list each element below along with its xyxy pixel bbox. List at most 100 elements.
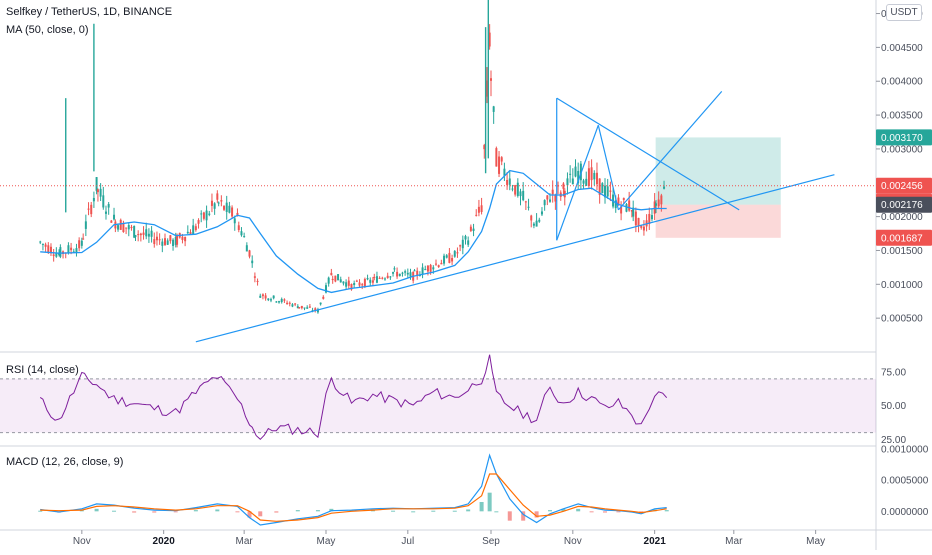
- candle-body: [70, 247, 73, 251]
- rsi-legend[interactable]: RSI (14, close): [6, 364, 79, 376]
- candle-body: [609, 190, 612, 192]
- candle-body: [52, 254, 55, 257]
- candle-body: [184, 236, 187, 242]
- macd-pane[interactable]: [38, 453, 669, 526]
- candle-body: [369, 279, 372, 283]
- price-axis-label: 0.004500: [881, 43, 923, 54]
- candle-body: [511, 188, 514, 190]
- candle-body: [322, 296, 325, 299]
- candle-body: [562, 183, 565, 189]
- candle-body: [288, 302, 291, 304]
- candle-body: [113, 214, 116, 220]
- triangle-upper-edge[interactable]: [556, 97, 740, 211]
- rsi-axis-label: 75.00: [881, 368, 906, 379]
- candle-body: [166, 240, 169, 245]
- time-axis[interactable]: Nov 2020 Mar May Jul Sep Nov 2021 Mar May: [73, 530, 825, 547]
- candle-body: [253, 276, 256, 278]
- candle-body: [483, 145, 486, 150]
- candle-body: [137, 234, 140, 236]
- rsi-axis-label: 50.00: [881, 401, 906, 412]
- candle-body: [475, 214, 478, 216]
- candle-body: [161, 241, 164, 246]
- candle-body: [582, 180, 585, 184]
- candle-body: [233, 218, 236, 224]
- macd-histogram-bar: [639, 511, 644, 513]
- candle-body: [245, 245, 248, 252]
- pattern-leg-1[interactable]: [556, 125, 599, 241]
- candle-body: [453, 251, 456, 257]
- candle-body: [469, 226, 472, 231]
- rsi-pane[interactable]: [0, 354, 876, 440]
- candle-body: [625, 203, 628, 212]
- macd-histogram-bar: [370, 510, 375, 512]
- candle-body: [248, 250, 251, 257]
- macd-histogram-bar: [132, 511, 137, 513]
- symbol-legend[interactable]: Selfkey / TetherUS, 1D, BINANCE: [6, 6, 172, 18]
- candle-body: [488, 32, 491, 47]
- candle-body: [628, 200, 631, 211]
- candle-body: [637, 217, 640, 226]
- candle-body: [90, 204, 93, 215]
- candle-body: [532, 223, 535, 226]
- candle-body: [492, 106, 495, 112]
- candle-body: [236, 212, 239, 217]
- candle-body: [210, 200, 213, 206]
- candle-body: [291, 304, 294, 307]
- candle-body: [240, 231, 243, 236]
- candle-body: [107, 204, 110, 208]
- candle-body: [456, 252, 459, 254]
- candle-body: [489, 78, 492, 81]
- candle-body: [396, 271, 399, 277]
- candle-body: [535, 220, 538, 227]
- candle-body: [158, 239, 161, 241]
- candle-body: [192, 225, 195, 235]
- candle-body: [617, 197, 620, 206]
- ma-legend[interactable]: MA (50, close, 0): [6, 24, 89, 36]
- candle-body: [347, 280, 350, 286]
- candle-body: [500, 157, 503, 162]
- candle-body: [330, 272, 333, 276]
- candle-body: [72, 251, 75, 253]
- price-tag-label: 0.003170: [881, 133, 923, 144]
- candle-body: [467, 240, 470, 245]
- candle-body: [398, 273, 401, 277]
- candle-body: [648, 213, 651, 225]
- candle-body: [275, 301, 278, 303]
- price-pane[interactable]: [0, 0, 876, 343]
- time-axis-label: May: [317, 536, 336, 547]
- macd-histogram-bar: [112, 510, 117, 512]
- candle-body: [41, 243, 44, 245]
- macd-axis-label: 0.0010000: [881, 445, 929, 456]
- profit-zone[interactable]: [655, 137, 781, 205]
- candle-body: [406, 272, 409, 275]
- candle-body: [95, 177, 98, 191]
- time-axis-label: Mar: [725, 536, 743, 547]
- candle-body: [345, 282, 348, 287]
- candle-body: [55, 252, 58, 257]
- time-axis-label: Nov: [564, 536, 582, 547]
- support-trendline[interactable]: [195, 174, 835, 343]
- macd-histogram-bar: [466, 509, 471, 512]
- candlesticks: [39, 0, 666, 314]
- price-axis[interactable]: 0.0050000.0045000.0040000.0035000.003000…: [876, 9, 929, 518]
- candle-body: [571, 178, 574, 185]
- macd-histogram-bar: [152, 511, 157, 513]
- ma-line: [40, 169, 667, 294]
- pattern-leg-2[interactable]: [597, 125, 620, 210]
- breakout-projection[interactable]: [617, 90, 723, 211]
- candle-body: [186, 231, 189, 234]
- macd-signal-line: [40, 473, 667, 522]
- currency-selector[interactable]: USDT: [886, 4, 922, 21]
- macd-legend[interactable]: MACD (12, 26, close, 9): [6, 456, 123, 468]
- macd-histogram-bar: [315, 510, 320, 512]
- price-tag-label: 0.001687: [881, 233, 923, 244]
- loss-zone[interactable]: [655, 204, 781, 238]
- candle-body: [538, 219, 541, 222]
- candle-body: [213, 203, 216, 209]
- candle-body: [92, 197, 95, 202]
- candle-body: [261, 294, 264, 297]
- candle-body: [464, 236, 467, 240]
- candle-body: [75, 248, 78, 253]
